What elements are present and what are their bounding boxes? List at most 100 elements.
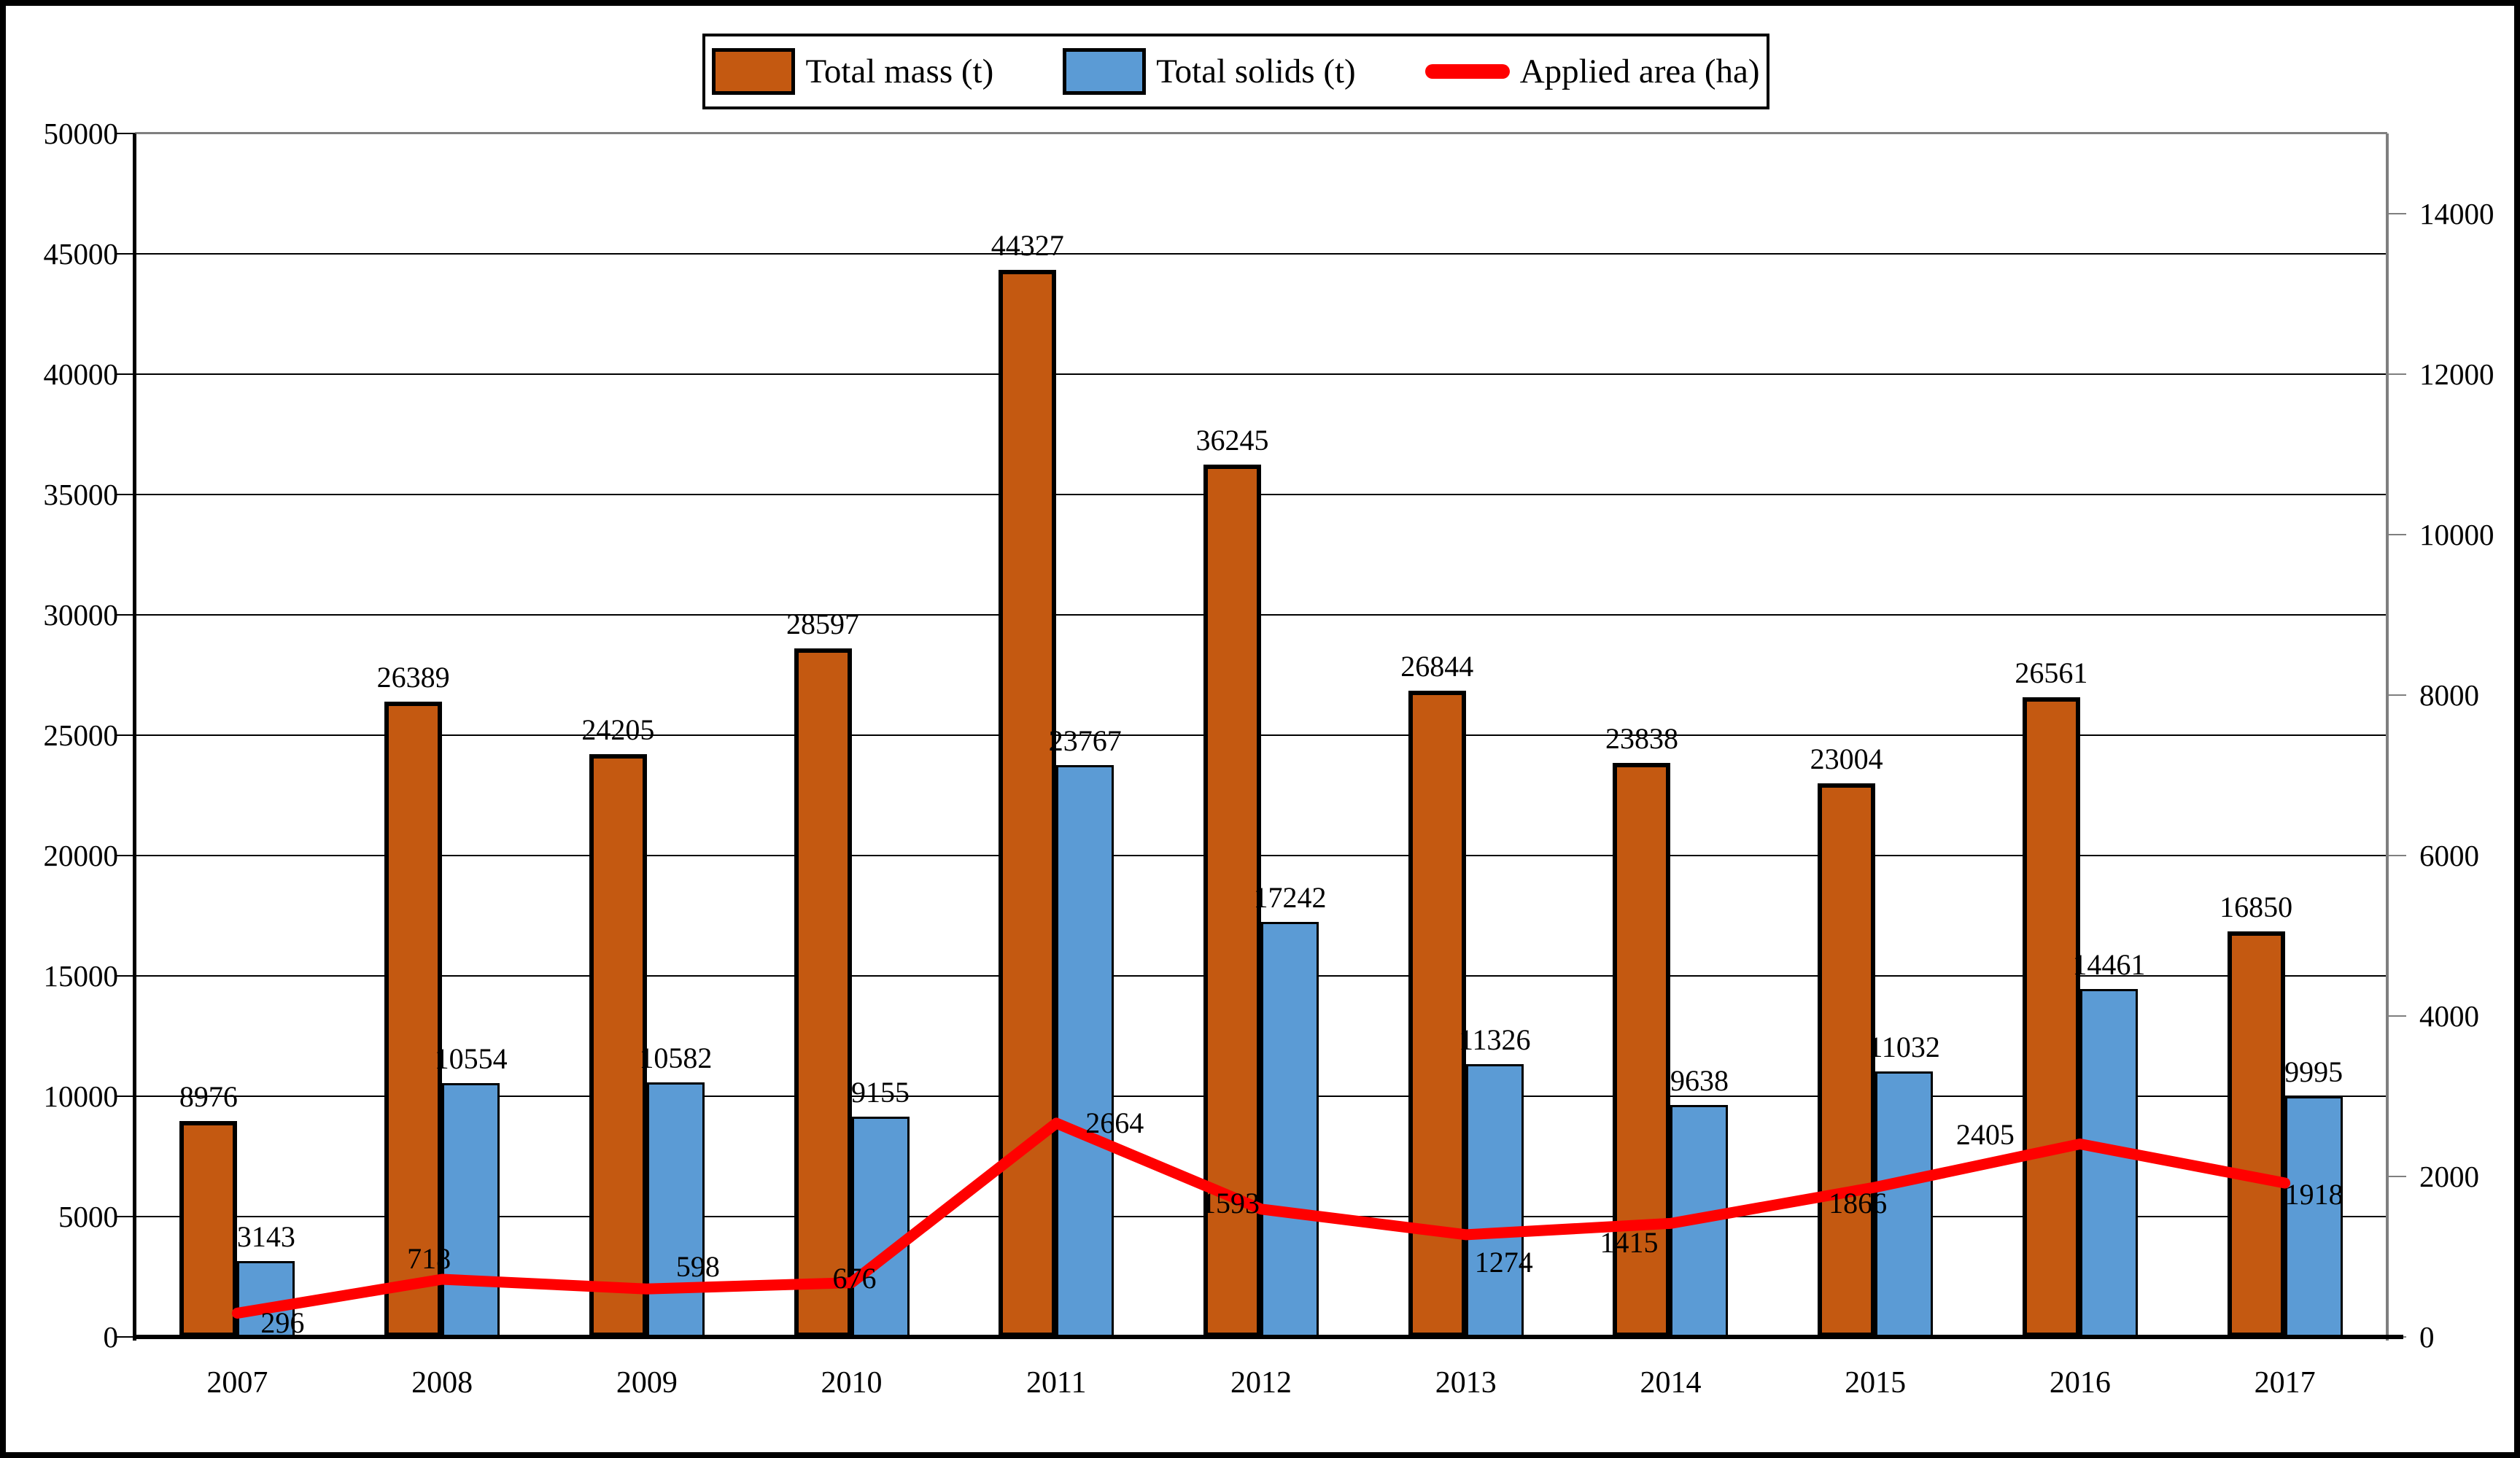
data-label-applied-area-2011: 2664: [1085, 1106, 1144, 1139]
left-axis-tick-label-35000: 35000: [43, 478, 119, 511]
data-label-total-mass-2008: 26389: [376, 661, 450, 694]
left-axis-tick-20000: [116, 855, 135, 856]
left-axis-tick-15000: [116, 975, 135, 977]
left-axis-tick-label-30000: 30000: [43, 598, 119, 632]
left-axis-tick-30000: [116, 614, 135, 616]
data-label-total-mass-2013: 26844: [1400, 650, 1474, 683]
bar-total-solids-2013: [1465, 1064, 1524, 1337]
gridline-50000: [135, 132, 2387, 134]
data-label-total-solids-2013: 11326: [1458, 1023, 1531, 1057]
right-axis-tick-10000: [2387, 534, 2406, 535]
gridline-25000: [135, 734, 2387, 736]
gridline-20000: [135, 855, 2387, 856]
left-axis-tick-label-15000: 15000: [43, 959, 119, 993]
left-axis-tick-0: [116, 1336, 135, 1338]
data-label-total-mass-2017: 16850: [2219, 890, 2293, 923]
legend-item-applied-area: Applied area (ha): [1424, 52, 1760, 91]
x-axis-label-2010: 2010: [821, 1366, 883, 1400]
right-axis-tick-12000: [2387, 373, 2406, 375]
x-axis-label-2017: 2017: [2254, 1366, 2316, 1400]
data-label-total-solids-2007: 3143: [236, 1220, 295, 1254]
data-label-total-mass-2011: 44327: [990, 229, 1064, 263]
data-label-total-solids-2015: 11032: [1868, 1030, 1940, 1063]
data-label-total-solids-2008: 10554: [434, 1042, 508, 1075]
right-axis-tick-2000: [2387, 1176, 2406, 1177]
bar-total-solids-2008: [442, 1082, 500, 1337]
legend-label-total-solids: Total solids (t): [1156, 53, 1356, 90]
data-label-total-mass-2009: 24205: [581, 713, 655, 747]
x-axis-label-2009: 2009: [616, 1366, 678, 1400]
data-label-total-mass-2016: 26561: [2015, 656, 2088, 690]
right-axis-tick-14000: [2387, 213, 2406, 214]
right-axis-tick-label-2000: 2000: [2419, 1160, 2479, 1193]
x-axis-label-2008: 2008: [411, 1366, 473, 1400]
data-label-applied-area-2014: 1415: [1600, 1226, 1659, 1260]
legend: Total mass (t) Total solids (t) Applied …: [702, 34, 1769, 109]
data-label-total-solids-2010: 9155: [851, 1075, 910, 1109]
x-axis-label-2011: 2011: [1026, 1366, 1087, 1400]
data-label-total-solids-2016: 14461: [2072, 947, 2146, 981]
left-axis-tick-label-10000: 10000: [43, 1079, 119, 1113]
x-axis-label-2015: 2015: [1845, 1366, 1907, 1400]
right-axis-tick-label-14000: 14000: [2419, 197, 2494, 230]
legend-label-total-mass: Total mass (t): [805, 53, 994, 90]
data-label-total-solids-2009: 10582: [639, 1041, 713, 1074]
data-label-applied-area-2012: 1593: [1201, 1186, 1260, 1219]
applied-area-swatch-icon: [1424, 64, 1510, 79]
left-axis-tick-5000: [116, 1216, 135, 1217]
x-axis-label-2012: 2012: [1230, 1366, 1292, 1400]
bar-total-solids-2012: [1261, 922, 1319, 1337]
bar-total-mass-2007: [179, 1120, 238, 1337]
right-axis-tick-label-8000: 8000: [2419, 678, 2479, 712]
right-axis-line: [2386, 133, 2389, 1341]
data-label-total-mass-2007: 8976: [179, 1079, 238, 1113]
right-axis-tick-label-10000: 10000: [2419, 518, 2494, 551]
x-axis-line: [133, 1335, 2403, 1339]
bar-total-mass-2013: [1408, 691, 1466, 1337]
left-axis-tick-10000: [116, 1096, 135, 1097]
data-label-applied-area-2010: 676: [832, 1261, 877, 1295]
left-axis-tick-label-25000: 25000: [43, 718, 119, 752]
left-axis-tick-40000: [116, 373, 135, 375]
x-axis-label-2016: 2016: [2049, 1366, 2111, 1400]
data-label-total-mass-2015: 23004: [1810, 742, 1883, 775]
total-solids-swatch-icon: [1063, 48, 1147, 95]
data-label-total-solids-2017: 9995: [2284, 1055, 2343, 1089]
legend-item-total-mass: Total mass (t): [712, 48, 993, 95]
legend-label-applied-area: Applied area (ha): [1519, 53, 1760, 90]
gridline-35000: [135, 494, 2387, 495]
data-label-total-solids-2012: 17242: [1253, 881, 1327, 914]
gridline-40000: [135, 373, 2387, 375]
data-label-applied-area-2016: 2405: [1955, 1118, 2015, 1152]
bar-total-solids-2009: [646, 1082, 705, 1337]
data-label-total-mass-2014: 23838: [1605, 722, 1678, 756]
left-axis-tick-label-5000: 5000: [58, 1200, 118, 1233]
total-mass-swatch-icon: [712, 48, 796, 95]
bar-total-mass-2017: [2227, 931, 2285, 1337]
left-axis-tick-label-20000: 20000: [43, 839, 119, 872]
data-label-total-solids-2011: 23767: [1048, 724, 1122, 757]
bar-total-mass-2011: [999, 270, 1057, 1337]
right-axis-tick-4000: [2387, 1015, 2406, 1017]
right-axis-tick-8000: [2387, 694, 2406, 696]
bar-total-solids-2016: [2079, 988, 2138, 1337]
bar-total-solids-2014: [1670, 1104, 1729, 1337]
bar-total-solids-2017: [2284, 1096, 2343, 1337]
x-axis-label-2013: 2013: [1435, 1366, 1497, 1400]
x-axis-label-2007: 2007: [206, 1366, 268, 1400]
data-label-applied-area-2008: 718: [407, 1242, 451, 1276]
left-axis-tick-label-0: 0: [103, 1320, 119, 1354]
right-axis-tick-label-6000: 6000: [2419, 839, 2479, 872]
left-axis-tick-label-50000: 50000: [43, 117, 119, 150]
right-axis-tick-6000: [2387, 855, 2406, 856]
data-label-applied-area-2015: 1866: [1829, 1186, 1888, 1219]
data-label-total-solids-2014: 9638: [1670, 1063, 1729, 1097]
left-axis-tick-label-40000: 40000: [43, 357, 119, 391]
bar-total-solids-2010: [851, 1116, 910, 1337]
data-label-total-mass-2010: 28597: [786, 608, 860, 641]
left-axis-tick-45000: [116, 253, 135, 255]
left-axis-tick-25000: [116, 734, 135, 736]
bar-total-mass-2010: [794, 648, 852, 1337]
